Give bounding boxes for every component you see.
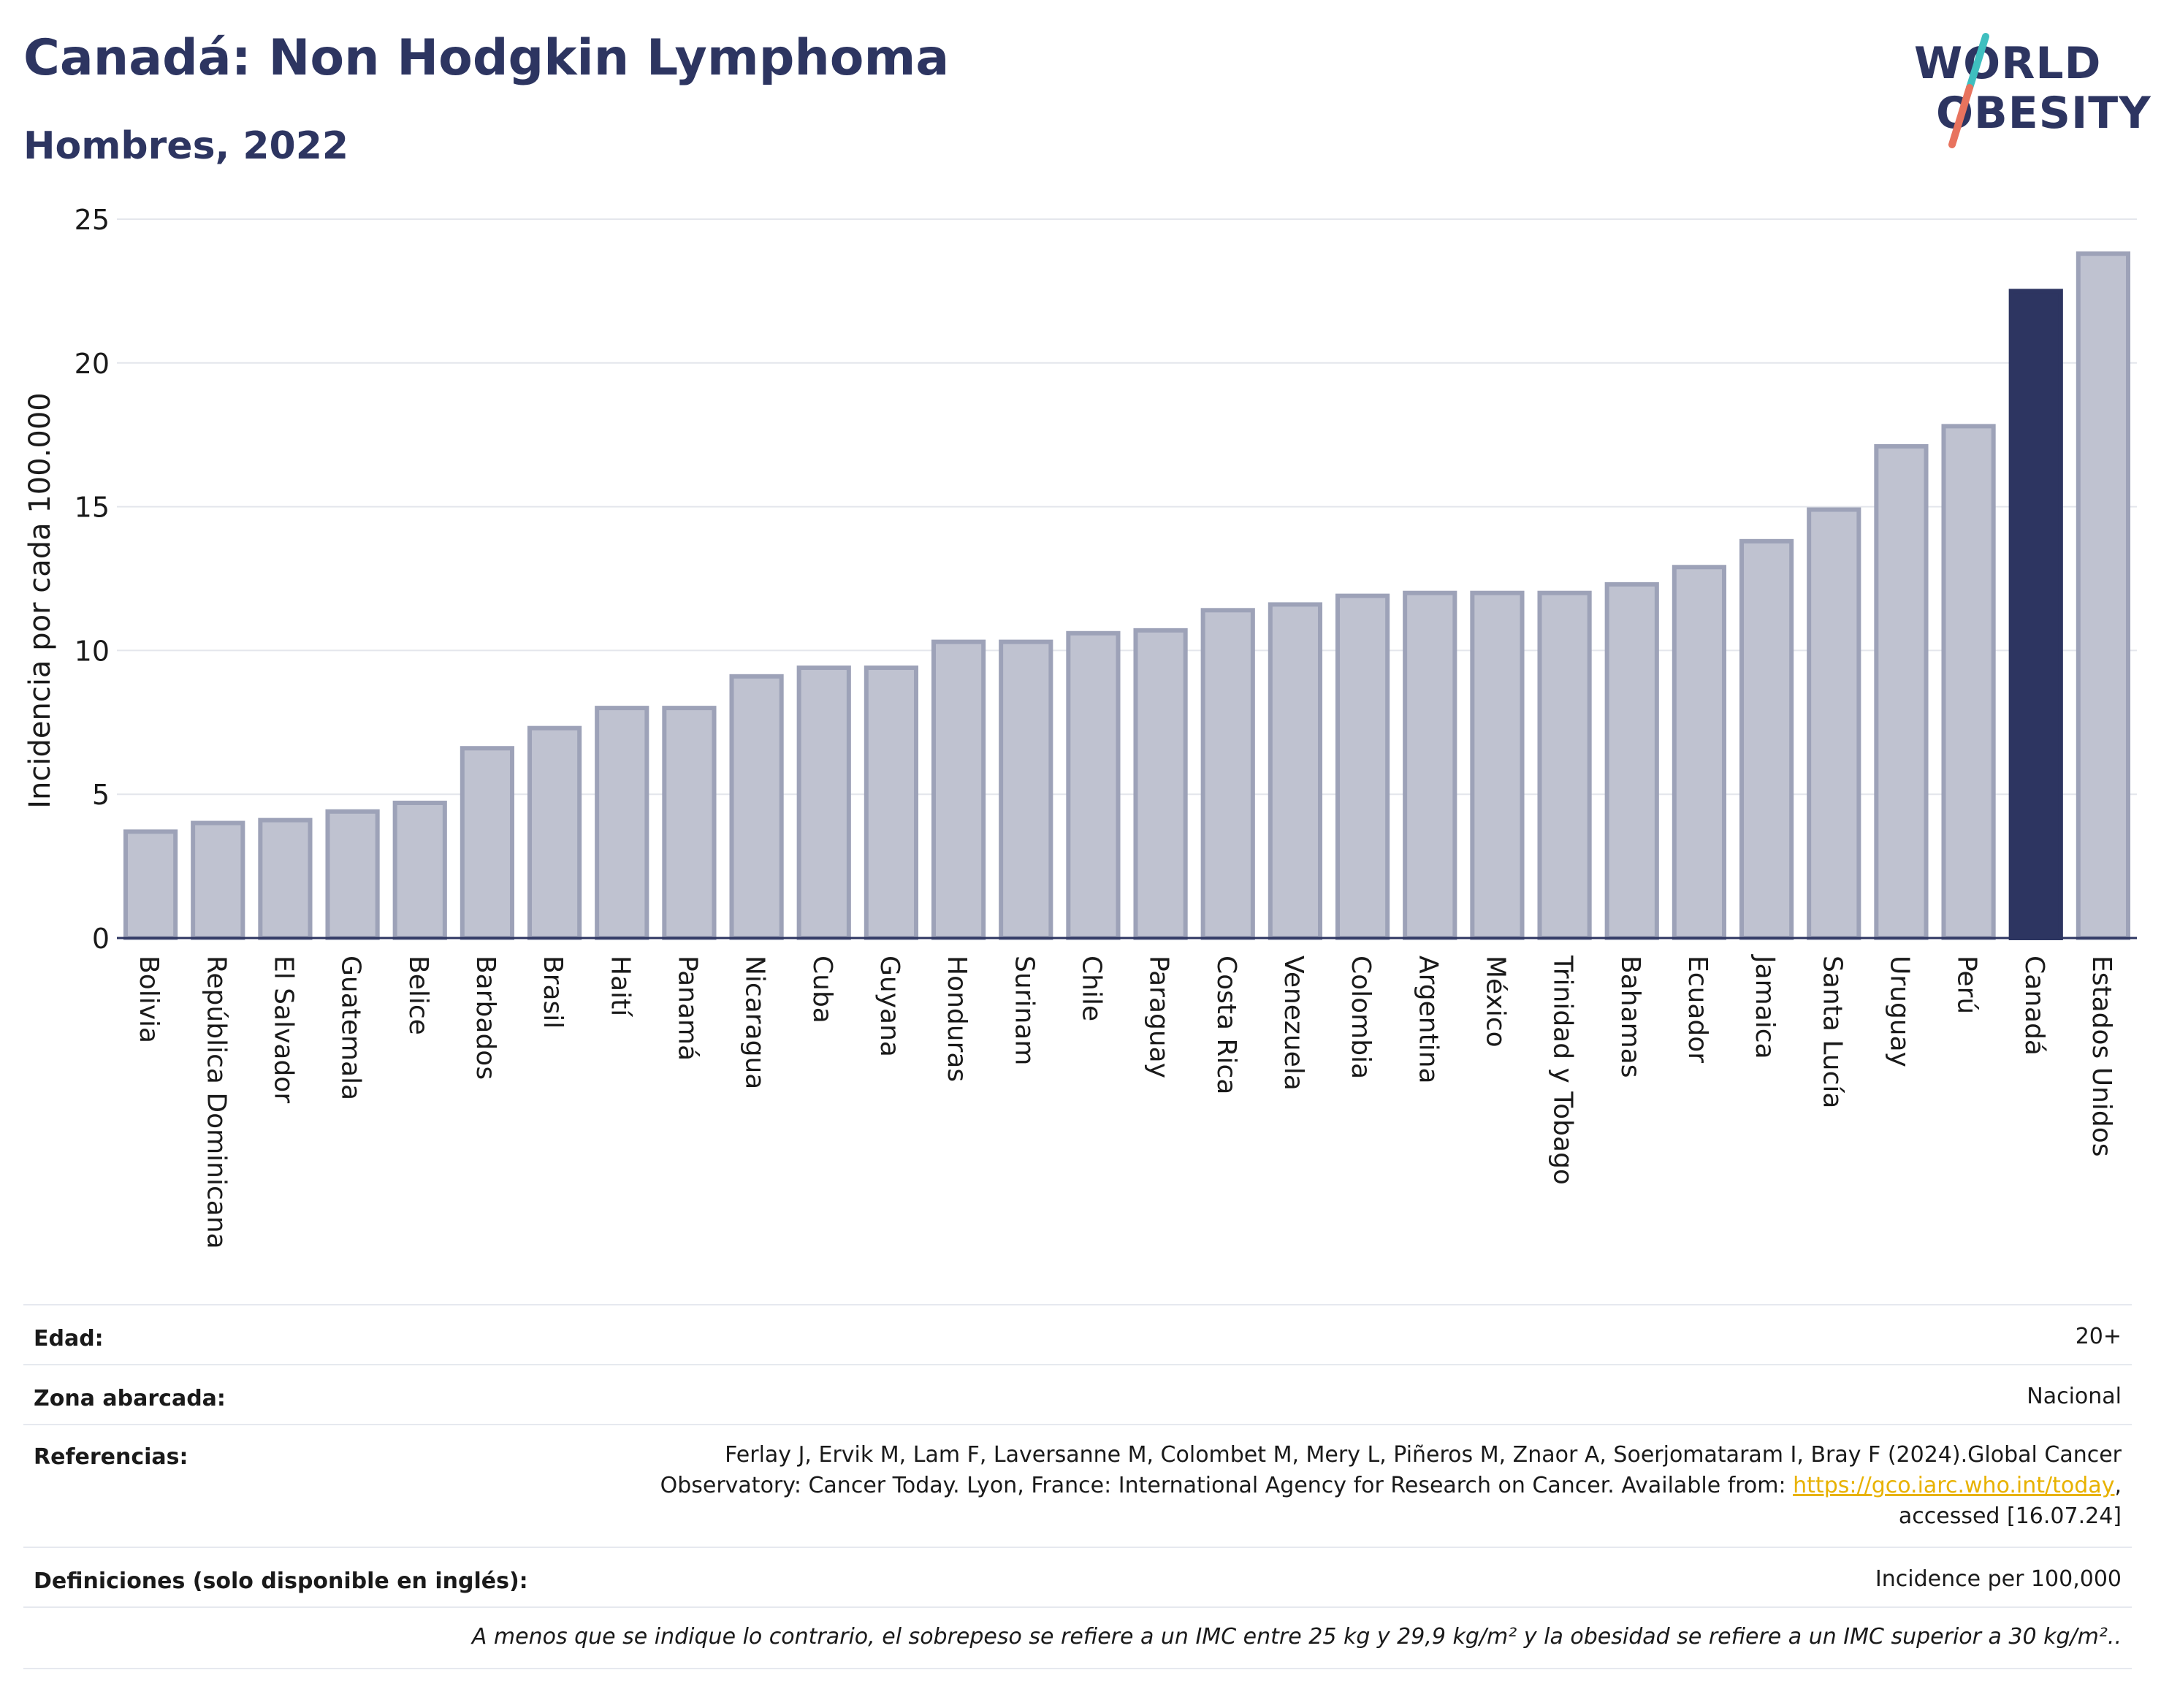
bar-ecuador [1672, 565, 1727, 940]
bar-surinam [999, 639, 1053, 940]
y-tick-label: 20 [75, 348, 110, 380]
x-tick-label: Cuba [807, 956, 837, 1023]
x-tick-label: Bolivia [134, 956, 164, 1043]
meta-value-definiciones: Incidence per 100,000 [1875, 1566, 2122, 1592]
ref-line1: Ferlay J, Ervik M, Lam F, Laversanne M, … [725, 1442, 2122, 1468]
x-tick-label: Colombia [1346, 956, 1376, 1079]
meta-row-definiciones: Definiciones (solo disponible en inglés)… [23, 1547, 2132, 1608]
meta-row-referencias: Referencias: Ferlay J, Ervik M, Lam F, L… [23, 1424, 2132, 1548]
bar-chile [1066, 630, 1121, 940]
y-axis-label: Incidencia por cada 100.000 [23, 392, 57, 809]
x-tick-label: Barbados [470, 956, 500, 1080]
x-tick-label: Jamaica [1750, 954, 1780, 1059]
x-tick-label: Guyana [874, 956, 904, 1057]
y-tick-label: 15 [75, 492, 110, 524]
x-tick-label: Canadá [2019, 956, 2049, 1056]
x-tick-label: República Dominicana [201, 956, 231, 1249]
x-tick-label: Belice [403, 956, 433, 1035]
bar-guatemala [325, 809, 380, 940]
x-tick-label: Nicaragua [740, 956, 770, 1089]
x-tick-label: México [1480, 956, 1510, 1048]
bar-canadá [2008, 289, 2063, 940]
y-axis-ticks: 0 5 10 15 20 25 [75, 204, 110, 955]
meta-label-edad: Edad: [34, 1326, 104, 1351]
x-tick-label: Brasil [538, 956, 568, 1029]
bar-belice [392, 801, 447, 940]
meta-row-zona: Zona abarcada: Nacional [23, 1364, 2132, 1425]
meta-label-referencias: Referencias: [34, 1444, 188, 1470]
bar-bolivia [123, 829, 178, 940]
chart-bars [123, 251, 2131, 941]
x-tick-label: Panamá [672, 956, 702, 1061]
ref-line2: Observatory: Cancer Today. Lyon, France:… [660, 1471, 2122, 1501]
x-tick-label: Bahamas [1615, 956, 1645, 1078]
logo-line2: OBESITY [1936, 88, 2152, 139]
logo-slash-icon [1948, 33, 1989, 148]
x-tick-label: Paraguay [1144, 956, 1174, 1078]
x-tick-label: Trinidad y Tobago [1548, 955, 1578, 1185]
ref-line2-text: Observatory: Cancer Today. Lyon, France:… [660, 1473, 1794, 1498]
chart-grid [117, 218, 2137, 796]
bar-paraguay [1133, 628, 1188, 941]
bar-santa-lucía [1807, 507, 1861, 940]
ref-line3: accessed [16.07.24] [1898, 1503, 2122, 1529]
chart-subtitle: Hombres, 2022 [23, 124, 349, 168]
x-tick-label: Perú [1952, 956, 1982, 1014]
bar-el-salvador [258, 817, 313, 941]
x-tick-label: Honduras [942, 956, 972, 1082]
bar-colombia [1335, 593, 1390, 941]
meta-row-edad: Edad: 20+ [23, 1304, 2132, 1365]
bar-barbados [460, 746, 515, 940]
bar-jamaica [1739, 538, 1794, 941]
x-tick-label: Santa Lucía [1817, 956, 1847, 1108]
x-tick-label: El Salvador [268, 956, 298, 1103]
x-tick-label: Costa Rica [1211, 956, 1241, 1094]
x-tick-label: Haití [605, 956, 635, 1017]
bar-trinidad-y-tobago [1537, 590, 1592, 940]
bar-costa-rica [1200, 608, 1255, 941]
bar-haití [595, 706, 649, 940]
bar-chart: 0 5 10 15 20 25 Bolivia República Dominicana El… [23, 204, 2137, 1249]
bar-nicaragua [729, 674, 784, 940]
x-tick-label: Surinam [1009, 956, 1039, 1065]
x-tick-label: Guatemala [336, 956, 366, 1100]
meta-label-definiciones: Definiciones (solo disponible en inglés)… [34, 1568, 528, 1594]
x-tick-label: Estados Unidos [2086, 956, 2116, 1157]
meta-value-edad: 20+ [2075, 1324, 2122, 1349]
bar-guyana [864, 666, 919, 940]
meta-value-zona: Nacional [2027, 1384, 2122, 1409]
bar-brasil [527, 725, 582, 940]
bar-venezuela [1268, 602, 1323, 940]
x-tick-label: Venezuela [1278, 956, 1308, 1091]
meta-value-referencias: Ferlay J, Ervik M, Lam F, Laversanne M, … [660, 1440, 2122, 1532]
bar-honduras [931, 639, 986, 940]
y-tick-label: 10 [75, 635, 110, 667]
x-tick-label: Uruguay [1884, 956, 1914, 1067]
bar-estados-unidos [2076, 251, 2131, 941]
bar-república-dominicana [191, 820, 245, 940]
y-tick-label: 25 [75, 204, 110, 236]
obesity-note: A menos que se indique lo contrario, el … [471, 1624, 2122, 1650]
bar-argentina [1403, 590, 1457, 940]
world-obesity-logo: WORLD OBESITY [1899, 29, 2151, 153]
x-tick-label: Chile [1076, 956, 1106, 1021]
bar-cuba [796, 666, 851, 940]
ref-link[interactable]: https://gco.iarc.who.int/today [1793, 1473, 2115, 1498]
ref-line2-end: , [2114, 1473, 2122, 1498]
meta-label-zona: Zona abarcada: [34, 1386, 226, 1411]
y-tick-label: 5 [92, 779, 110, 811]
bar-bahamas [1604, 582, 1659, 940]
bar-méxico [1470, 590, 1525, 940]
bar-perú [1941, 424, 1996, 940]
x-axis-ticks: Bolivia República Dominicana El Salvador Gu… [134, 954, 2116, 1249]
x-tick-label: Ecuador [1682, 956, 1712, 1063]
x-tick-label: Argentina [1413, 956, 1443, 1084]
bar-panamá [662, 706, 717, 940]
meta-row-note: A menos que se indique lo contrario, el … [23, 1606, 2132, 1669]
y-tick-label: 0 [92, 923, 110, 955]
logo-line1: WORLD [1914, 38, 2102, 89]
chart-title: Canadá: Non Hodgkin Lymphoma [23, 29, 950, 87]
bar-uruguay [1874, 443, 1929, 941]
